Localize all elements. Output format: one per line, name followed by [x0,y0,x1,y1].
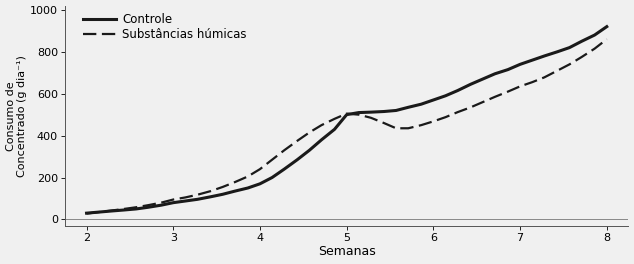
Controle [318,138,325,142]
Substâncias húmicas [504,90,512,93]
Controle [454,89,462,92]
Substâncias húmicas [83,212,91,215]
Controle [95,210,103,214]
Controle [132,208,139,211]
Substâncias húmicas [181,196,189,199]
Substâncias húmicas [306,131,313,134]
Controle [566,46,573,49]
Substâncias húmicas [491,95,499,98]
Substâncias húmicas [541,76,548,79]
Controle [145,206,152,209]
Substâncias húmicas [207,190,214,193]
Controle [169,201,177,204]
Substâncias húmicas [194,193,202,196]
Controle [528,59,536,62]
Controle [603,25,611,28]
Controle [467,83,474,86]
Substâncias húmicas [417,124,425,127]
Controle [120,208,127,211]
Substâncias húmicas [355,113,363,116]
Substâncias húmicas [169,198,177,201]
Substâncias húmicas [132,206,139,209]
Legend: Controle, Substâncias húmicas: Controle, Substâncias húmicas [82,12,248,42]
Substâncias húmicas [157,201,165,204]
Substâncias húmicas [380,121,388,125]
Controle [479,77,486,81]
Substâncias húmicas [578,55,585,59]
Line: Controle: Controle [87,27,607,213]
Controle [83,211,91,215]
Controle [157,204,165,207]
Controle [244,186,252,190]
Controle [504,68,512,71]
Substâncias húmicas [231,181,238,184]
Y-axis label: Consumo de
Concentrado (g dia⁻¹): Consumo de Concentrado (g dia⁻¹) [6,55,27,177]
Substâncias húmicas [219,185,226,188]
Controle [107,209,115,213]
Controle [417,103,425,106]
X-axis label: Semanas: Semanas [318,246,375,258]
Substâncias húmicas [95,210,103,214]
Controle [219,193,226,196]
Controle [380,110,388,113]
Substâncias húmicas [516,85,524,88]
Controle [491,72,499,76]
Substâncias húmicas [107,209,115,212]
Controle [404,106,412,109]
Substâncias húmicas [392,127,400,130]
Controle [181,199,189,202]
Controle [256,182,264,185]
Substâncias húmicas [367,116,375,119]
Substâncias húmicas [430,120,437,123]
Substâncias húmicas [442,116,450,119]
Substâncias húmicas [318,124,325,127]
Substâncias húmicas [603,38,611,41]
Substâncias húmicas [331,117,339,120]
Substâncias húmicas [294,139,301,143]
Line: Substâncias húmicas: Substâncias húmicas [87,39,607,214]
Controle [392,109,400,112]
Substâncias húmicas [566,63,573,66]
Controle [355,111,363,114]
Controle [306,149,313,152]
Substâncias húmicas [120,208,127,211]
Substâncias húmicas [268,158,276,161]
Controle [541,54,548,58]
Controle [367,111,375,114]
Controle [442,94,450,97]
Substâncias húmicas [256,168,264,171]
Controle [331,128,339,131]
Controle [578,40,585,43]
Substâncias húmicas [404,127,412,130]
Substâncias húmicas [528,81,536,84]
Controle [268,176,276,179]
Controle [343,113,351,116]
Substâncias húmicas [553,69,561,72]
Substâncias húmicas [280,149,288,152]
Controle [194,198,202,201]
Controle [591,34,598,37]
Controle [207,195,214,198]
Substâncias húmicas [591,47,598,50]
Substâncias húmicas [343,112,351,115]
Substâncias húmicas [467,106,474,109]
Controle [516,63,524,66]
Controle [430,98,437,102]
Substâncias húmicas [454,111,462,114]
Controle [280,168,288,171]
Substâncias húmicas [145,204,152,207]
Controle [553,50,561,53]
Controle [294,158,301,161]
Substâncias húmicas [479,101,486,104]
Controle [231,190,238,193]
Substâncias húmicas [244,175,252,178]
